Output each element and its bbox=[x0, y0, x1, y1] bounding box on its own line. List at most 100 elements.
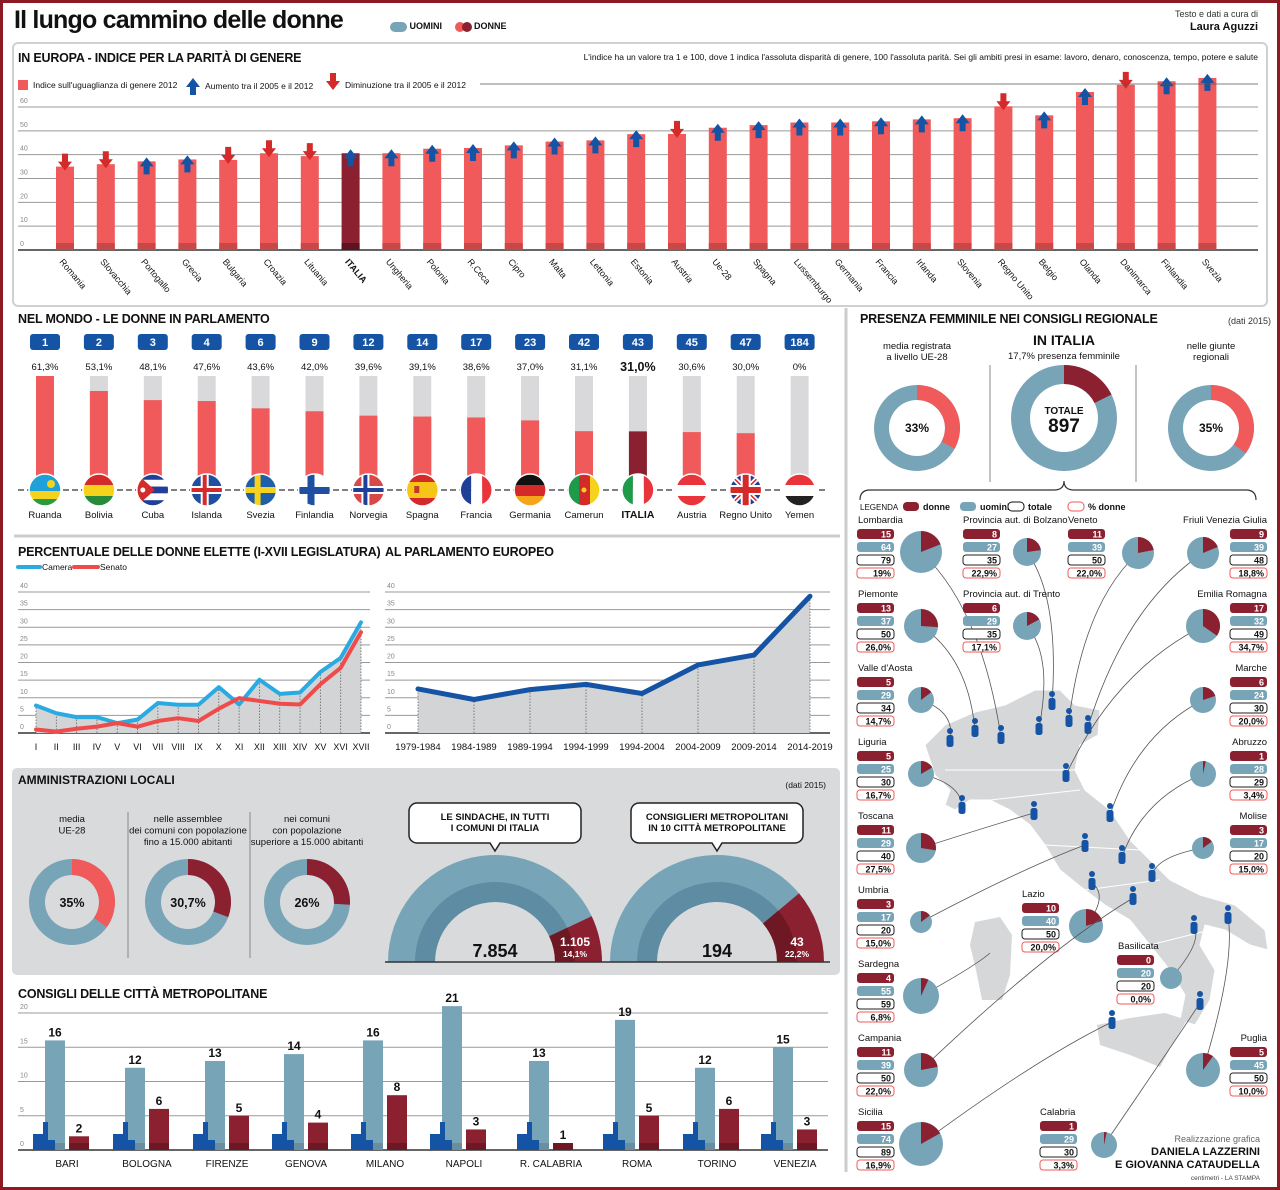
pct-value-box bbox=[1229, 641, 1268, 653]
arrow-up-icon bbox=[710, 123, 725, 141]
uomini-value: 25 bbox=[881, 765, 891, 775]
credit-label: Testo e dati a cura di bbox=[1174, 9, 1258, 19]
rank-badge: 6 bbox=[245, 334, 276, 350]
flag-icon-yemen bbox=[783, 474, 816, 506]
y-tick-label: 5 bbox=[20, 706, 24, 713]
donut-2 bbox=[263, 859, 350, 945]
rank-value: 42 bbox=[578, 337, 590, 349]
world-title: NEL MONDO - LE DONNE IN PARLAMENTO bbox=[18, 312, 270, 326]
totale-value: 50 bbox=[1046, 930, 1056, 940]
totale-value-box bbox=[856, 628, 895, 640]
totale-value: 79 bbox=[881, 556, 891, 566]
y-tick-label: 20 bbox=[20, 654, 28, 661]
legend-title: LEGENDA bbox=[860, 503, 899, 512]
rank-badge: 4 bbox=[191, 334, 222, 350]
pct-value: 16,9% bbox=[865, 1161, 891, 1171]
arrow-up-icon bbox=[186, 78, 200, 95]
y-tick-label: 10 bbox=[20, 1073, 28, 1080]
legend-camera: Camera bbox=[42, 562, 73, 572]
uomini-value: 39 bbox=[881, 1061, 891, 1071]
pct-value-box bbox=[1229, 567, 1268, 579]
donne-value: 15 bbox=[881, 530, 891, 540]
flag-border bbox=[189, 473, 224, 507]
pct-value-box bbox=[1229, 789, 1268, 801]
connector-line bbox=[1068, 552, 1139, 721]
arrow-up-icon bbox=[914, 115, 929, 133]
rank-value: 1 bbox=[42, 337, 48, 349]
person-marker-icon bbox=[1081, 833, 1089, 852]
uomini-value-box bbox=[857, 1060, 894, 1070]
region-name: Lombardia bbox=[858, 515, 904, 526]
donne-inner bbox=[762, 910, 797, 962]
pct-value: 19% bbox=[873, 569, 891, 579]
connector-line bbox=[1121, 773, 1204, 858]
flag-border bbox=[405, 473, 440, 507]
donne-value-box bbox=[1230, 529, 1267, 539]
x-tick-label: Bulgaria bbox=[221, 257, 250, 289]
bar-value: 14 bbox=[287, 1039, 301, 1053]
bar-base bbox=[912, 243, 931, 250]
ue28-caption: media registrata bbox=[883, 341, 952, 352]
donne-bar bbox=[719, 1108, 739, 1150]
x-tick-label: 2004-2009 bbox=[675, 742, 720, 753]
landmark-icon bbox=[33, 1122, 55, 1150]
bar-estonia bbox=[627, 134, 646, 250]
x-tick-label: Danimarca bbox=[1118, 257, 1154, 297]
uomini-value-box bbox=[857, 912, 894, 922]
bar-lettonia bbox=[586, 140, 605, 250]
uomini-value: 37 bbox=[881, 617, 891, 627]
flag-icon-italia bbox=[621, 474, 654, 506]
uomini-inner bbox=[637, 882, 779, 962]
region-name: Provincia aut. di Trento bbox=[963, 589, 1060, 600]
totale-value-box bbox=[1229, 850, 1268, 862]
pct-value: 6,8% bbox=[870, 1013, 891, 1023]
pct-value: 16,7% bbox=[865, 791, 891, 801]
person-marker-icon bbox=[1196, 991, 1204, 1010]
totale-value-box bbox=[856, 776, 895, 788]
x-tick-label: XIV bbox=[293, 742, 308, 752]
city-label: R. CALABRIA bbox=[520, 1159, 583, 1170]
credits-line1: DANIELA LAZZERINI bbox=[1151, 1146, 1260, 1158]
connector-line bbox=[1087, 552, 1204, 728]
connector-line bbox=[1103, 1002, 1201, 1146]
totale-value-box bbox=[856, 554, 895, 566]
totale-value-box bbox=[1021, 928, 1060, 940]
flag-icon-cuba bbox=[136, 474, 169, 506]
totale-value: 50 bbox=[1254, 1074, 1264, 1084]
bar-base bbox=[668, 243, 686, 250]
rank-badge: 14 bbox=[407, 334, 438, 350]
uomini-value-box bbox=[857, 542, 894, 552]
pct-value: 27,5% bbox=[865, 865, 891, 875]
pct-value-box bbox=[856, 641, 895, 653]
arrow-down-icon bbox=[58, 153, 72, 171]
y-tick-label: 40 bbox=[387, 583, 395, 590]
totale-value: 49 bbox=[1254, 630, 1264, 640]
callout-text: CONSIGLIERI METROPOLITANI bbox=[646, 812, 788, 823]
donne-value-box bbox=[1230, 677, 1267, 687]
donne-value-box bbox=[857, 899, 894, 909]
pct-value-box bbox=[856, 863, 895, 875]
legend-swatch bbox=[903, 502, 919, 511]
y-tick-label: 10 bbox=[387, 689, 395, 696]
legend-increase: Aumento tra il 2005 e il 2012 bbox=[205, 81, 314, 91]
donne-value: 0 bbox=[1146, 956, 1151, 966]
x-tick-label: XI bbox=[235, 742, 244, 752]
donne-value: 8 bbox=[992, 530, 997, 540]
rank-value: 17 bbox=[470, 337, 482, 349]
x-tick-label: Svezia bbox=[1200, 257, 1225, 284]
legend-label: % donne bbox=[1088, 502, 1126, 512]
page-title: Il lungo cammino delle donne bbox=[14, 6, 344, 34]
bar-base bbox=[749, 243, 768, 250]
pct-value: 15,0% bbox=[865, 939, 891, 949]
bar-base bbox=[627, 243, 646, 250]
bar-francia bbox=[467, 417, 486, 488]
donut-0 bbox=[28, 859, 116, 945]
pct-value: 20,0% bbox=[1030, 943, 1056, 953]
percent-label: 43,6% bbox=[247, 362, 274, 373]
person-marker-icon bbox=[1088, 871, 1096, 890]
landmark-icon bbox=[517, 1122, 539, 1150]
landmark-icon bbox=[272, 1122, 294, 1150]
